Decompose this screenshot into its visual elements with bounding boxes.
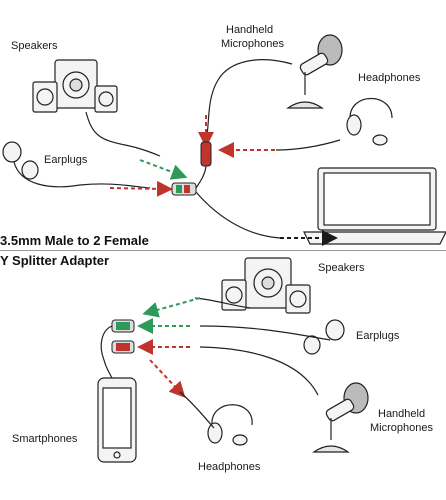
bottom-splitter-arrow xyxy=(149,359,186,398)
smartphones-label: Smartphones xyxy=(12,433,78,445)
top-handheld-label-line2: Microphones xyxy=(221,38,284,50)
bottom-handheld-label-line2: Microphones xyxy=(370,422,433,434)
top-microphone-icon xyxy=(286,34,343,109)
top-earplugs-arrow xyxy=(109,180,173,197)
top-earplugs-label: Earplugs xyxy=(44,154,88,166)
top-earplugs-icon xyxy=(2,141,39,180)
bottom-headphones-icon xyxy=(207,404,253,446)
bottom-splitter-icon xyxy=(111,319,135,354)
laptop-icon xyxy=(303,167,446,245)
top-speakers-label: Speakers xyxy=(11,40,58,52)
top-speakers-icon xyxy=(32,59,118,113)
bottom-earplugs-icon xyxy=(303,319,345,355)
bottom-earplugs-label: Earplugs xyxy=(356,330,400,342)
bottom-speakers-arrow xyxy=(142,297,201,318)
smartphone-icon xyxy=(97,377,137,463)
bottom-handheld-label-line1: Handheld xyxy=(378,408,426,420)
bottom-headphones-label: Headphones xyxy=(198,461,261,473)
top-splitter-icon xyxy=(171,182,197,196)
top-headphones-icon xyxy=(346,97,393,146)
bottom-microphone-icon xyxy=(312,382,369,453)
top-headphones-label: Headphones xyxy=(358,72,421,84)
top-speakers-cable xyxy=(85,111,161,157)
top-handheld-label-line1: Handheld xyxy=(226,24,274,36)
section-divider xyxy=(0,250,446,251)
bottom-speakers-label: Speakers xyxy=(318,262,365,274)
diagram-title-line2: Y Splitter Adapter xyxy=(0,253,110,268)
top-speakers-arrow xyxy=(139,159,188,180)
bottom-speakers-icon xyxy=(221,257,311,314)
top-jack-icon xyxy=(200,141,212,167)
top-earplugs-cable xyxy=(13,161,151,189)
diagram-title-line1: 3.5mm Male to 2 Female xyxy=(0,233,149,248)
top-microphone-cable xyxy=(205,59,293,141)
